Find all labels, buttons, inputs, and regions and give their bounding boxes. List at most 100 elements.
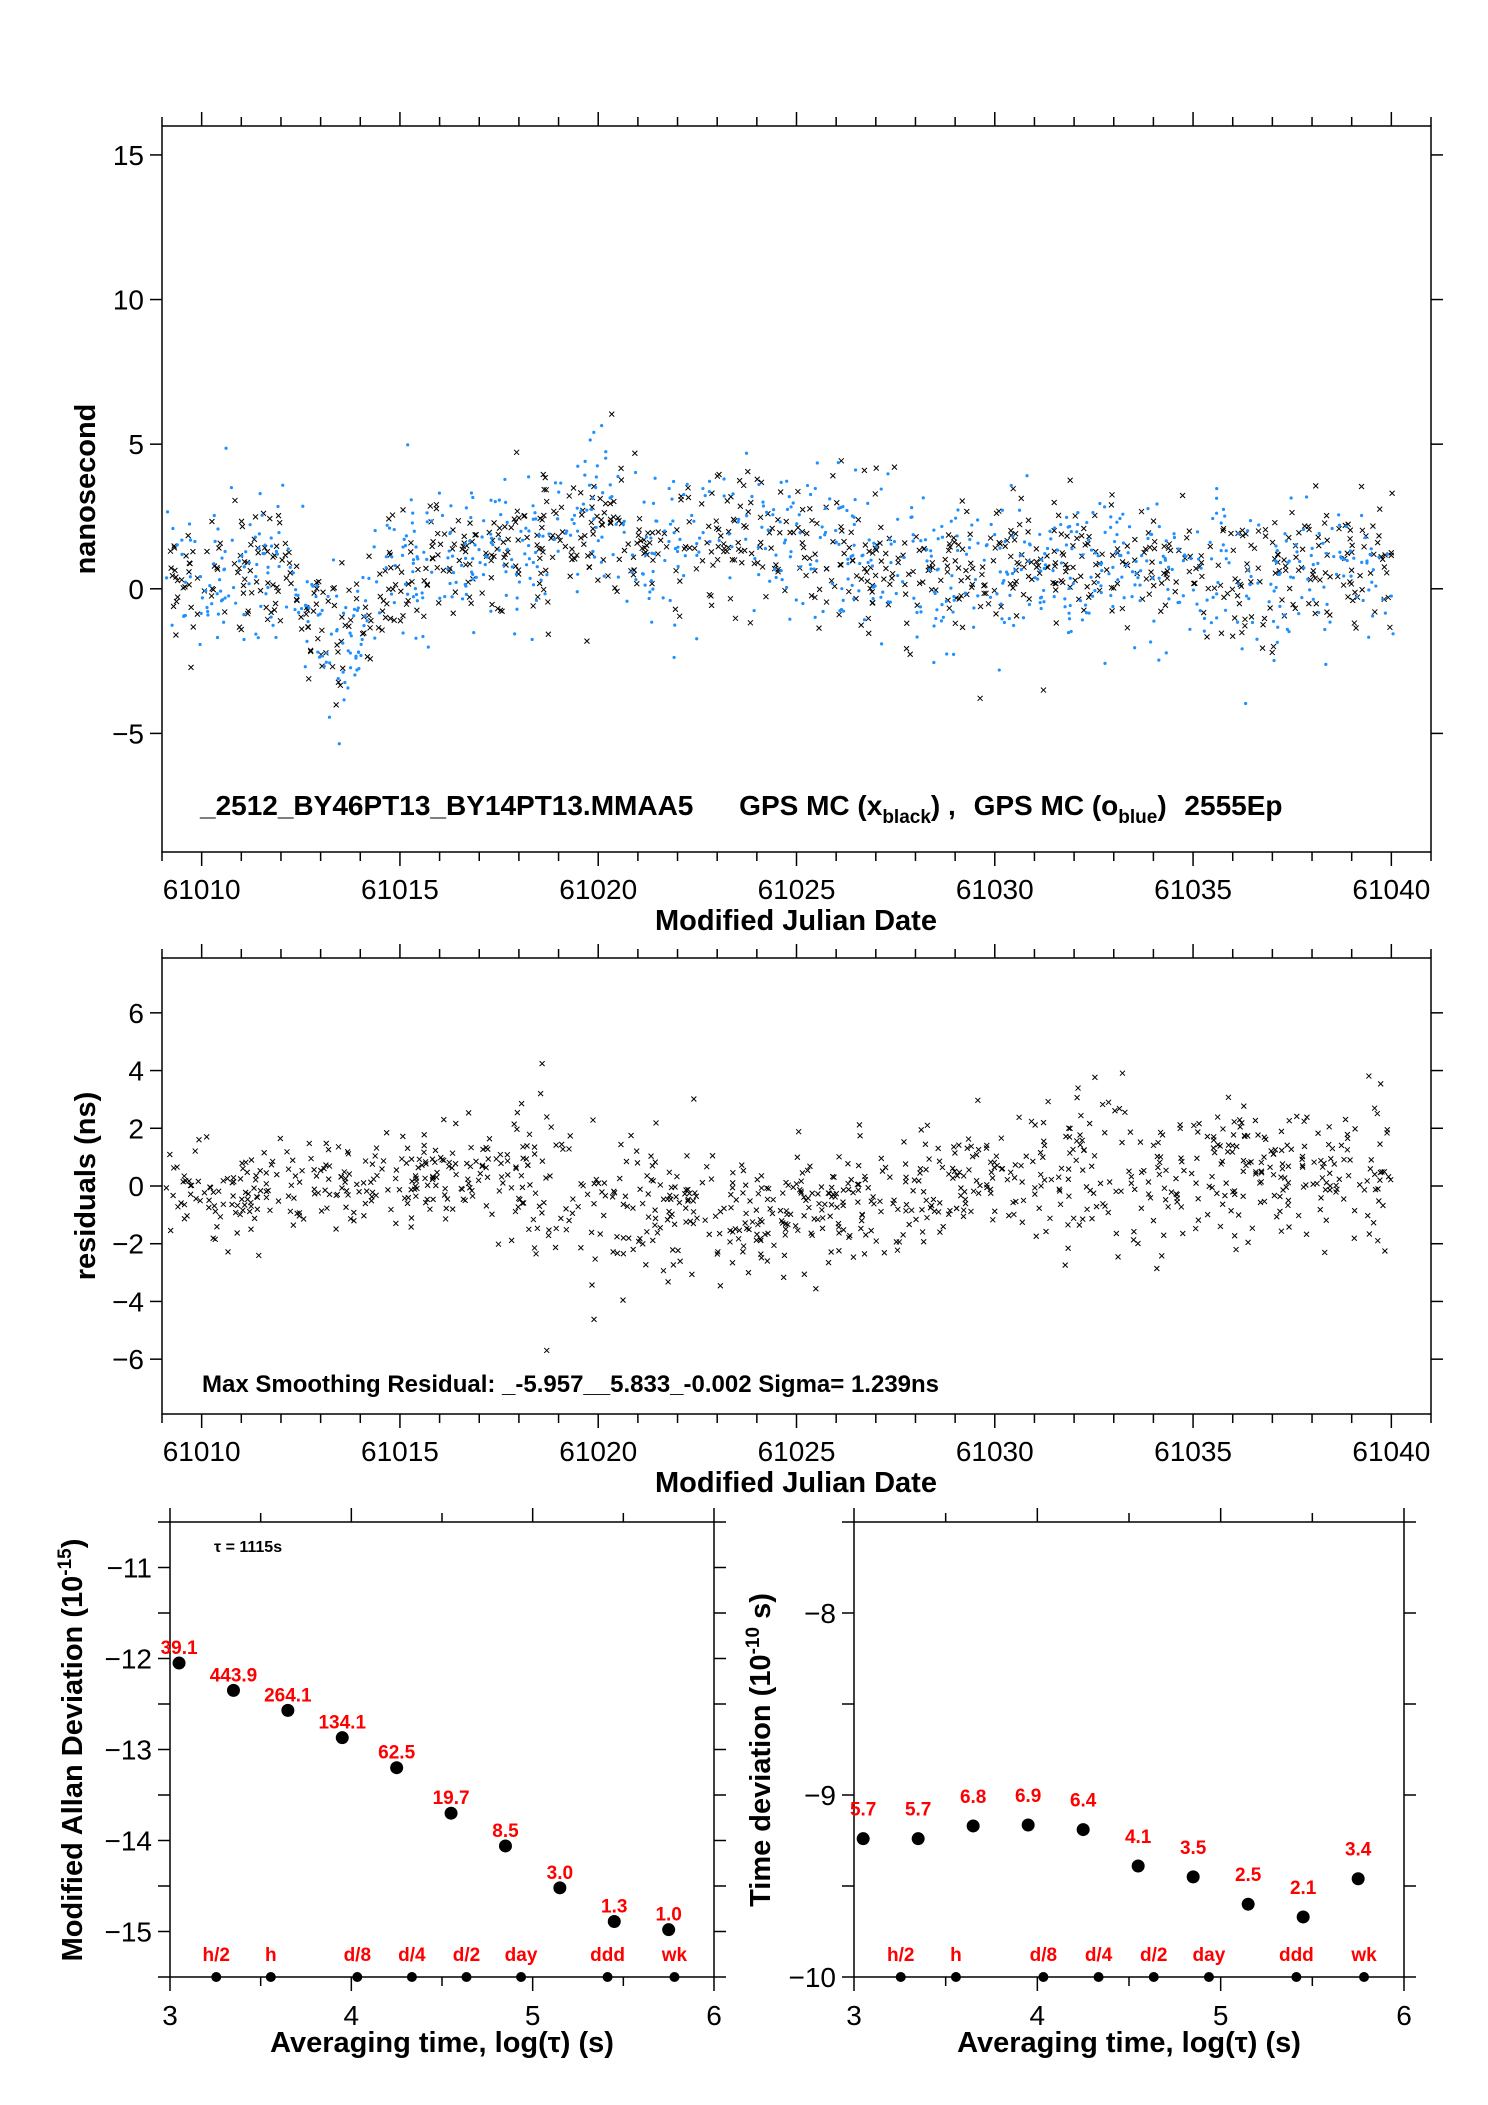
blue-point bbox=[1246, 568, 1251, 572]
blue-point bbox=[425, 557, 429, 561]
blue-point bbox=[1103, 530, 1107, 534]
x-marker bbox=[1048, 1176, 1055, 1183]
x-marker bbox=[887, 1174, 893, 1181]
blue-point bbox=[1133, 583, 1137, 587]
y-tick-label: 5 bbox=[128, 429, 144, 460]
x-marker bbox=[188, 604, 195, 611]
x-marker bbox=[825, 1259, 832, 1266]
x-marker bbox=[1164, 568, 1171, 574]
x-marker bbox=[1218, 630, 1225, 637]
x-marker bbox=[210, 586, 217, 593]
blue-point bbox=[310, 582, 314, 587]
x-marker bbox=[814, 520, 820, 527]
blue-point bbox=[1152, 619, 1156, 623]
x-marker bbox=[1045, 1098, 1051, 1105]
blue-point bbox=[1055, 548, 1060, 552]
blue-point bbox=[630, 570, 634, 574]
x-marker bbox=[929, 559, 936, 566]
x-marker bbox=[195, 1178, 202, 1185]
x-marker bbox=[421, 1131, 428, 1138]
tau-marker-label: h/2 bbox=[203, 1945, 230, 1966]
x-marker bbox=[757, 539, 764, 546]
x-marker bbox=[960, 1207, 967, 1214]
x-marker bbox=[1150, 582, 1157, 589]
blue-point bbox=[1209, 621, 1213, 625]
blue-point bbox=[1361, 598, 1365, 603]
blue-point bbox=[535, 565, 539, 569]
blue-point bbox=[1157, 524, 1161, 529]
blue-point bbox=[1115, 520, 1119, 524]
x-marker bbox=[795, 524, 801, 531]
x-marker bbox=[1340, 582, 1347, 588]
x-marker bbox=[1299, 1164, 1306, 1170]
blue-point bbox=[592, 517, 596, 521]
x-marker bbox=[959, 498, 966, 504]
blue-point bbox=[401, 545, 405, 549]
blue-point bbox=[1000, 508, 1004, 512]
blue-point bbox=[972, 625, 976, 629]
x-marker bbox=[1204, 1133, 1211, 1140]
blue-point bbox=[1018, 553, 1022, 558]
x-marker bbox=[575, 1203, 582, 1210]
blue-point bbox=[866, 560, 870, 565]
x-marker bbox=[1101, 1129, 1108, 1136]
point-label: 6.9 bbox=[1015, 1786, 1041, 1807]
x-marker bbox=[540, 471, 547, 478]
x-marker bbox=[837, 561, 844, 568]
blue-point bbox=[761, 504, 766, 508]
point-label: 264.1 bbox=[264, 1685, 312, 1706]
x-marker bbox=[968, 1208, 974, 1215]
x-marker bbox=[799, 506, 806, 513]
x-marker bbox=[489, 1211, 495, 1218]
blue-point bbox=[359, 642, 363, 647]
x-marker bbox=[380, 1158, 387, 1164]
x-marker bbox=[362, 1158, 369, 1164]
blue-point bbox=[1189, 557, 1193, 561]
x-marker bbox=[1173, 1191, 1179, 1197]
blue-point bbox=[1048, 529, 1052, 533]
x-marker bbox=[437, 541, 444, 548]
blue-point bbox=[352, 614, 356, 618]
x-marker bbox=[1088, 1163, 1095, 1170]
x-marker bbox=[1380, 1202, 1386, 1209]
x-marker bbox=[958, 592, 965, 599]
x-marker bbox=[708, 593, 714, 599]
blue-point bbox=[956, 508, 960, 512]
x-marker bbox=[1037, 1149, 1044, 1156]
x-marker bbox=[685, 1196, 692, 1203]
x-marker bbox=[326, 1163, 333, 1169]
x-marker bbox=[601, 509, 608, 516]
x-marker bbox=[264, 616, 271, 623]
x-marker bbox=[511, 516, 518, 522]
x-marker bbox=[1388, 552, 1395, 559]
x-marker bbox=[373, 1192, 379, 1199]
blue-point bbox=[1286, 560, 1290, 565]
x-marker bbox=[864, 578, 871, 585]
x-marker bbox=[467, 520, 473, 527]
x-marker bbox=[1190, 580, 1197, 587]
x-marker bbox=[968, 584, 975, 591]
x-marker bbox=[274, 584, 280, 591]
x-marker bbox=[333, 702, 340, 708]
x-marker bbox=[397, 617, 404, 624]
x-marker bbox=[1162, 1196, 1169, 1203]
blue-point bbox=[1183, 553, 1187, 557]
blue-point bbox=[1282, 613, 1286, 617]
blue-point bbox=[976, 518, 980, 522]
x-marker bbox=[703, 1163, 710, 1170]
x-marker bbox=[240, 582, 247, 589]
blue-point bbox=[1389, 594, 1393, 598]
blue-point bbox=[504, 593, 508, 597]
blue-point bbox=[1146, 536, 1150, 541]
blue-point bbox=[293, 607, 297, 612]
x-marker bbox=[341, 1169, 348, 1175]
x-marker bbox=[234, 569, 241, 576]
x-marker bbox=[777, 489, 784, 495]
x-marker bbox=[946, 605, 953, 612]
x-marker bbox=[840, 1187, 847, 1193]
blue-point bbox=[505, 547, 510, 552]
deviation-point bbox=[444, 1806, 458, 1820]
x-marker bbox=[611, 498, 617, 505]
deviation-point bbox=[607, 1914, 621, 1928]
x-marker bbox=[473, 1158, 479, 1165]
